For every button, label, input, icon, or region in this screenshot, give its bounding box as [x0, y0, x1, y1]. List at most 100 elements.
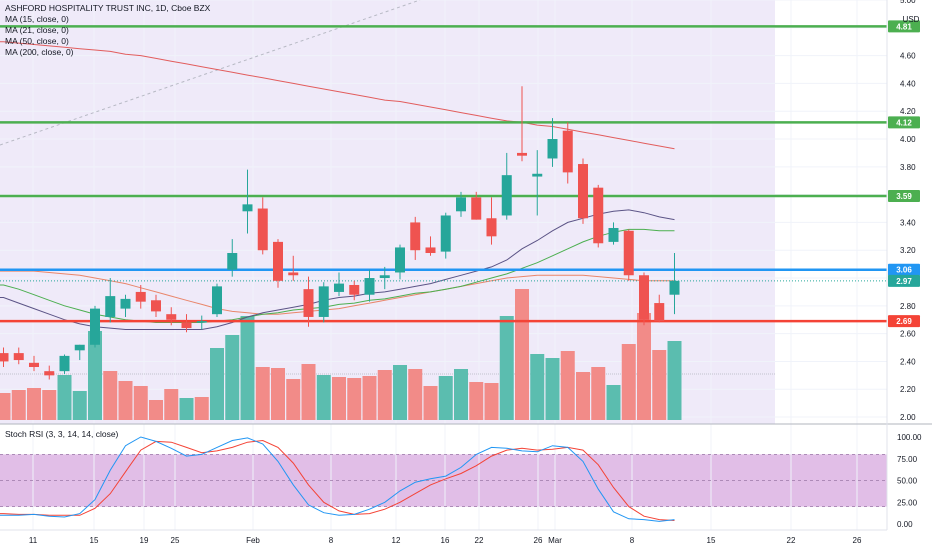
candle-body[interactable] — [379, 275, 390, 279]
volume-bar — [621, 344, 636, 420]
candle-body[interactable] — [166, 314, 177, 320]
volume-bar — [271, 368, 285, 420]
volume-bar — [469, 382, 484, 420]
volume-bar — [88, 331, 102, 420]
indicator-ma50[interactable]: MA (50, close, 0) — [5, 36, 69, 46]
candle-body[interactable] — [242, 204, 253, 212]
candle-body[interactable] — [456, 197, 466, 212]
volume-bar — [576, 372, 590, 420]
volume-bar — [194, 397, 209, 420]
indicator-ma21[interactable]: MA (21, close, 0) — [5, 25, 69, 35]
volume-bar — [225, 335, 240, 420]
candle-body[interactable] — [273, 241, 283, 281]
candle-body[interactable] — [440, 215, 451, 252]
time-tick-label: Feb — [246, 536, 260, 545]
indicator-ma15[interactable]: MA (15, close, 0) — [5, 14, 69, 24]
candle-body[interactable] — [318, 286, 329, 317]
indicator-ma200[interactable]: MA (200, close, 0) — [5, 47, 74, 57]
candle-body[interactable] — [471, 197, 482, 220]
candle-body[interactable] — [151, 300, 161, 312]
stoch-rsi-tick-label: 100.00 — [897, 433, 922, 442]
candle-body[interactable] — [395, 247, 405, 273]
price-tick-label: 4.20 — [900, 107, 916, 116]
volume-bar — [57, 375, 72, 420]
stoch-rsi-tick-label: 50.00 — [897, 477, 918, 486]
price-tick-label: 4.40 — [900, 79, 916, 88]
volume-bar — [560, 351, 575, 420]
volume-bar — [652, 350, 667, 420]
candle-body[interactable] — [669, 280, 680, 295]
candle-body[interactable] — [257, 208, 268, 251]
candle-body[interactable] — [532, 173, 543, 177]
price-tick-label: 3.20 — [900, 246, 916, 255]
candle-body[interactable] — [288, 272, 299, 276]
candle-body[interactable] — [593, 187, 604, 244]
stoch-rsi-legend[interactable]: Stoch RSI (3, 3, 14, 14, close) — [5, 429, 118, 440]
level-price-label: 2.69 — [896, 317, 912, 326]
level-price-label: 3.59 — [896, 192, 912, 201]
price-tick-label: 3.40 — [900, 218, 916, 227]
candle-body[interactable] — [227, 253, 238, 270]
volume-bar — [11, 390, 26, 420]
candle-body[interactable] — [196, 321, 207, 323]
candle-body[interactable] — [425, 247, 436, 254]
price-tick-label: 5.00 — [900, 0, 916, 5]
time-tick-label: 8 — [329, 536, 334, 545]
volume-bar — [377, 370, 392, 420]
candle-body[interactable] — [349, 284, 360, 295]
candle-body[interactable] — [410, 222, 421, 251]
candle-body[interactable] — [135, 291, 146, 302]
candle-body[interactable] — [547, 139, 558, 159]
candle-body[interactable] — [90, 308, 100, 345]
candle-body[interactable] — [74, 344, 85, 351]
price-tick-label: 2.60 — [900, 330, 916, 339]
candle-body[interactable] — [13, 353, 24, 361]
volume-bar — [438, 376, 453, 420]
time-tick-label: 16 — [441, 536, 450, 545]
candle-body[interactable] — [44, 371, 55, 376]
volume-bar — [393, 365, 407, 420]
level-price-badge — [888, 315, 920, 328]
candle-body[interactable] — [29, 362, 39, 368]
candle-body[interactable] — [501, 175, 512, 216]
candle-body[interactable] — [517, 152, 527, 156]
candle-body[interactable] — [639, 275, 649, 320]
candle-body[interactable] — [578, 164, 588, 219]
level-price-badge — [888, 190, 920, 203]
stoch-rsi-title: Stoch RSI (3, 3, 14, 14, close) — [5, 429, 119, 439]
volume-bar — [423, 386, 438, 420]
candle-body[interactable] — [334, 283, 344, 292]
candle-body[interactable] — [59, 355, 70, 372]
stoch-rsi-tick-label: 75.00 — [897, 455, 918, 464]
volume-bar — [530, 354, 545, 420]
stoch-rsi-k-line — [0, 436, 675, 522]
candle-body[interactable] — [562, 130, 573, 173]
ma200-line — [0, 41, 675, 150]
candle-body[interactable] — [623, 230, 634, 276]
last-price-label: 2.97 — [896, 277, 912, 286]
volume-bar — [454, 369, 468, 420]
candle-body[interactable] — [105, 296, 116, 317]
volume-bar — [103, 371, 118, 420]
volume-bar — [149, 400, 163, 420]
time-tick-label: 15 — [90, 536, 99, 545]
volume-bar — [332, 377, 346, 420]
candle-body[interactable] — [0, 353, 9, 362]
volume-bar — [667, 341, 682, 420]
time-tick-label: Mar — [548, 536, 562, 545]
price-tick-label: 4.60 — [900, 52, 916, 61]
candle-body[interactable] — [212, 286, 222, 315]
stoch-rsi-tick-label: 25.00 — [897, 498, 918, 507]
candle-body[interactable] — [364, 278, 375, 295]
volume-bar — [545, 358, 560, 420]
candle-body[interactable] — [120, 298, 131, 309]
candle-body[interactable] — [181, 322, 192, 329]
price-tick-label: 2.40 — [900, 357, 916, 366]
candle-body[interactable] — [608, 227, 619, 242]
candle-body[interactable] — [654, 303, 665, 322]
candle-body[interactable] — [303, 289, 314, 317]
price-tick-label: 4.00 — [900, 135, 916, 144]
volume-bar — [362, 376, 377, 420]
candle-body[interactable] — [486, 218, 497, 237]
